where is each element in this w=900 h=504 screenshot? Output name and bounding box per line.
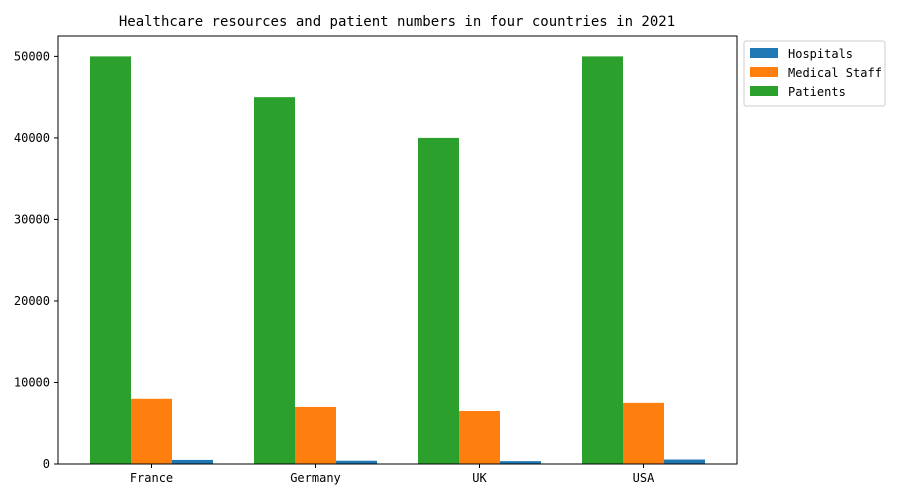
bar-patients-germany	[254, 97, 295, 465]
bar-medical-staff-germany	[295, 406, 336, 464]
y-tick-label: 10000	[14, 375, 50, 389]
legend: Hospitals Medical Staff Patients	[743, 40, 886, 107]
bar-hospitals-germany	[336, 460, 377, 464]
x-tick-label: France	[130, 471, 173, 485]
x-axis: France Germany UK USA	[130, 464, 655, 485]
y-tick-label: 50000	[14, 49, 50, 63]
legend-swatch-patients	[750, 86, 778, 96]
bar-hospitals-usa	[664, 459, 705, 464]
y-tick-label: 30000	[14, 212, 50, 226]
bar-patients-uk	[418, 137, 459, 464]
x-tick-label: Germany	[290, 471, 341, 485]
legend-label-hospitals: Hospitals	[788, 47, 853, 61]
chart-title: Healthcare resources and patient numbers…	[119, 14, 675, 30]
bar-hospitals-uk	[500, 461, 541, 464]
bar-patients-usa	[582, 56, 623, 464]
legend-swatch-medical-staff	[750, 67, 778, 77]
bar-medical-staff-uk	[459, 411, 500, 464]
bar-hospitals-france	[172, 459, 213, 464]
plot-frame	[57, 35, 738, 465]
y-tick-label: 40000	[14, 131, 50, 145]
bar-medical-staff-france	[131, 398, 172, 464]
legend-label-patients: Patients	[788, 85, 846, 99]
x-tick-label: USA	[633, 471, 655, 485]
bar-medical-staff-usa	[623, 402, 664, 464]
y-axis: 0 10000 20000 30000 40000 50000	[14, 49, 58, 471]
legend-box	[743, 40, 886, 107]
y-tick-label: 0	[43, 457, 50, 471]
legend-label-medical-staff: Medical Staff	[788, 66, 882, 80]
x-tick-label: UK	[472, 471, 487, 485]
y-tick-label: 20000	[14, 294, 50, 308]
bar-patients-france	[90, 56, 131, 464]
legend-swatch-hospitals	[750, 48, 778, 58]
bars-layer	[90, 56, 705, 465]
